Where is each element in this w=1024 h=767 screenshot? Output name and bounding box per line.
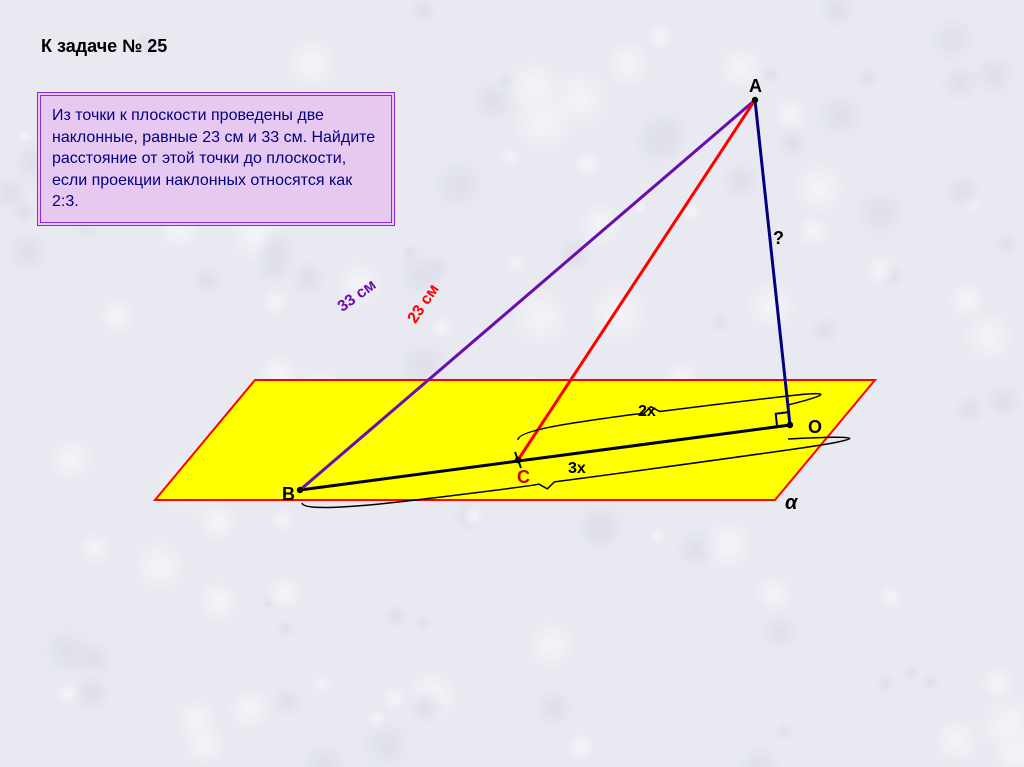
point-label-b: B	[282, 484, 295, 505]
brace-label-2x: 2x	[638, 403, 656, 421]
point-label-o: O	[808, 417, 822, 438]
problem-statement-box: Из точки к плоскости проведены две накло…	[37, 92, 395, 226]
point-label-a: A	[749, 76, 762, 97]
page-title: К задаче № 25	[41, 36, 167, 57]
edge-label-unknown: ?	[773, 228, 784, 249]
point-label-c: C	[517, 467, 530, 488]
brace-label-3x: 3x	[568, 460, 586, 478]
point-dot-a	[752, 97, 758, 103]
plane-alpha-label: α	[785, 492, 797, 515]
problem-statement-text: Из точки к плоскости проведены две накло…	[52, 107, 375, 210]
point-dot-o	[787, 422, 793, 428]
point-dot-b	[297, 487, 303, 493]
line-ao	[755, 100, 790, 425]
point-dot-c	[515, 457, 521, 463]
